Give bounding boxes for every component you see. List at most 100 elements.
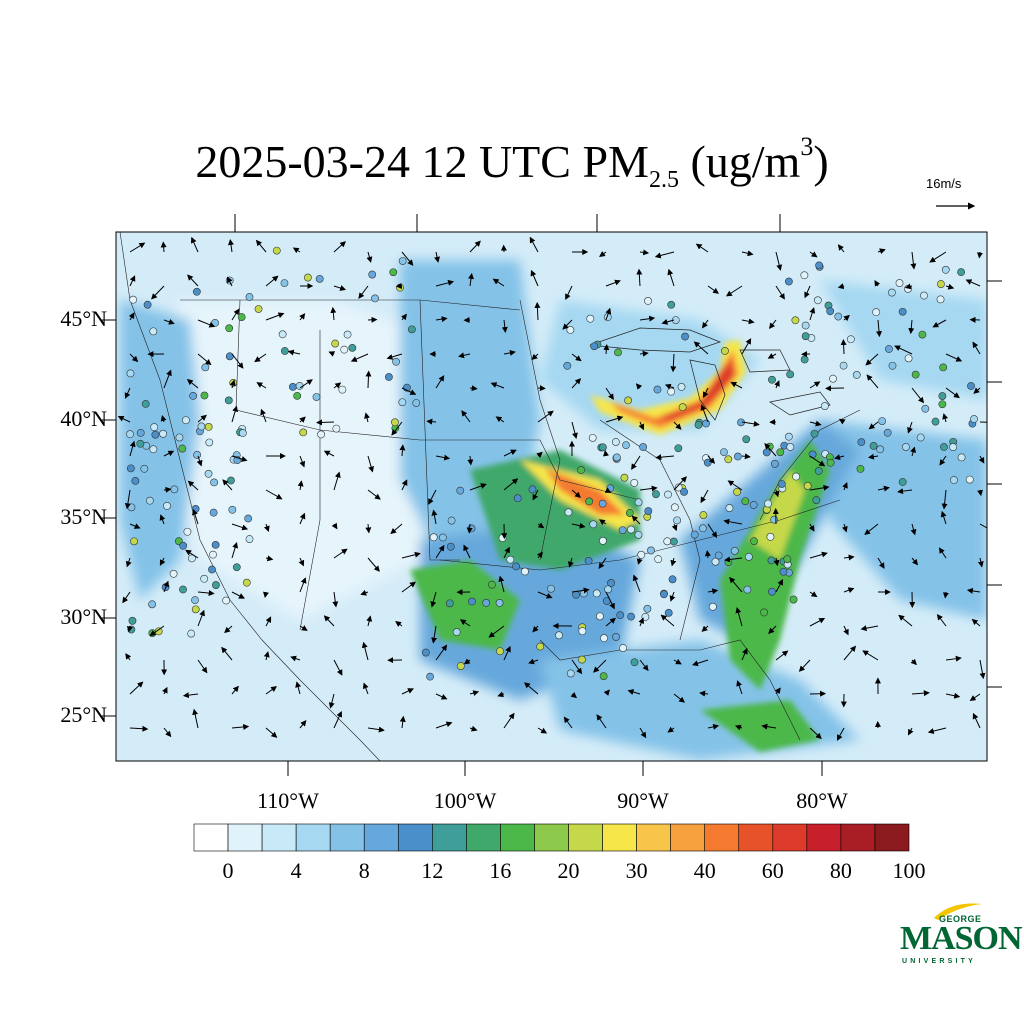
monitor-station-dot xyxy=(829,374,837,383)
wind-vector xyxy=(159,557,166,566)
wind-vector xyxy=(435,721,453,729)
wind-vector xyxy=(809,251,818,258)
wind-vector xyxy=(498,575,505,593)
wind-vector xyxy=(940,510,947,525)
monitor-station-dot xyxy=(150,423,159,432)
monitor-station-dot xyxy=(592,589,601,598)
wind-vector xyxy=(707,455,716,464)
monitor-station-dot xyxy=(630,478,639,487)
wind-vector xyxy=(941,489,948,510)
monitor-station-dot xyxy=(808,450,817,459)
wind-vector xyxy=(673,693,686,703)
monitor-station-dot xyxy=(398,257,407,265)
monitor-station-dot xyxy=(191,605,200,614)
wind-vector xyxy=(976,251,983,259)
monitor-station-dot xyxy=(126,464,135,473)
colorbar-tick-label: 4 xyxy=(290,858,302,883)
monitor-station-dot xyxy=(317,430,325,439)
wind-vector xyxy=(185,549,199,559)
monitor-station-dot xyxy=(970,415,978,423)
wind-vector xyxy=(639,659,649,672)
monitor-station-dot xyxy=(192,287,201,296)
wind-vector xyxy=(358,285,369,299)
wind-vector xyxy=(867,453,879,460)
monitor-station-dot xyxy=(513,494,522,503)
lon-label-90w: 90°W xyxy=(617,788,669,813)
wind-vector xyxy=(162,686,168,695)
wind-vector xyxy=(571,489,581,498)
monitor-station-dot xyxy=(238,429,247,437)
wind-vector xyxy=(536,451,543,458)
monitor-station-dot xyxy=(452,628,461,636)
wind-vector xyxy=(323,615,335,627)
colorbar-swatch xyxy=(397,823,433,852)
wind-vector xyxy=(701,625,709,632)
colorbar-tick-label: 80 xyxy=(829,858,852,883)
wind-vector xyxy=(328,351,336,357)
wind-vector xyxy=(488,625,505,638)
monitor-station-dot xyxy=(564,508,573,517)
monitor-station-dot xyxy=(742,435,751,444)
colorbar-swatch xyxy=(227,823,263,852)
wind-vector xyxy=(945,655,962,662)
wind-vector xyxy=(490,382,505,389)
lon-label-80w: 80°W xyxy=(796,788,848,813)
monitor-station-dot xyxy=(445,599,454,608)
wind-vector xyxy=(395,621,403,627)
wind-vector xyxy=(736,680,743,695)
wind-vector xyxy=(365,370,372,389)
wind-vector xyxy=(366,251,373,263)
monitor-station-dot xyxy=(385,373,393,381)
monitor-station-dot xyxy=(668,575,677,584)
monitor-station-dot xyxy=(578,655,586,664)
monitor-station-dot xyxy=(398,398,407,407)
wind-vector xyxy=(655,454,675,461)
wind-vector xyxy=(299,455,306,468)
wind-vector xyxy=(367,489,381,500)
wind-vector xyxy=(503,478,519,491)
wind-vector xyxy=(605,617,616,627)
monitor-station-dot xyxy=(937,280,945,288)
colorbar-tick-label: 0 xyxy=(222,858,234,883)
wind-vector xyxy=(627,689,641,695)
wind-vector xyxy=(469,690,480,696)
colorbar-swatch xyxy=(363,823,399,852)
wind-vector xyxy=(841,523,848,533)
monitor-station-dot xyxy=(187,554,196,563)
wind-vector xyxy=(565,285,573,301)
monitor-station-dot xyxy=(224,396,233,405)
wind-vector xyxy=(129,681,144,695)
wind-vector xyxy=(469,240,481,253)
wind-vector xyxy=(767,353,777,359)
wind-vector xyxy=(775,579,784,593)
wind-vector xyxy=(333,241,346,253)
monitor-station-dot xyxy=(812,496,821,505)
wind-vector xyxy=(532,625,539,633)
wind-vector xyxy=(430,591,437,608)
wind-vector xyxy=(350,353,369,362)
monitor-station-dot xyxy=(254,305,263,313)
monitor-station-dot xyxy=(670,503,679,512)
lat-label-35: 35°N xyxy=(60,504,107,529)
colorbar-swatch xyxy=(806,823,842,852)
logo-swoosh-icon xyxy=(934,903,982,920)
monitor-station-dot xyxy=(169,569,178,578)
wind-vector xyxy=(700,404,709,423)
wind-vector xyxy=(979,523,987,529)
wind-vector xyxy=(866,374,879,389)
wind-vector xyxy=(667,726,675,733)
monitor-station-dot xyxy=(664,490,672,499)
wind-vector xyxy=(163,369,172,389)
monitor-station-dot xyxy=(768,375,776,384)
wind-vector xyxy=(501,319,508,333)
monitor-station-dot xyxy=(826,458,835,467)
monitor-station-dot xyxy=(182,416,190,425)
wind-vector xyxy=(400,313,408,321)
monitor-station-dot xyxy=(209,550,217,559)
wind-vector xyxy=(808,523,815,532)
colorbar-tick-label: 60 xyxy=(761,858,784,883)
monitor-station-dot xyxy=(272,246,281,255)
wind-vector xyxy=(603,344,610,355)
wind-vector xyxy=(434,251,440,263)
wind-vector xyxy=(333,548,348,559)
